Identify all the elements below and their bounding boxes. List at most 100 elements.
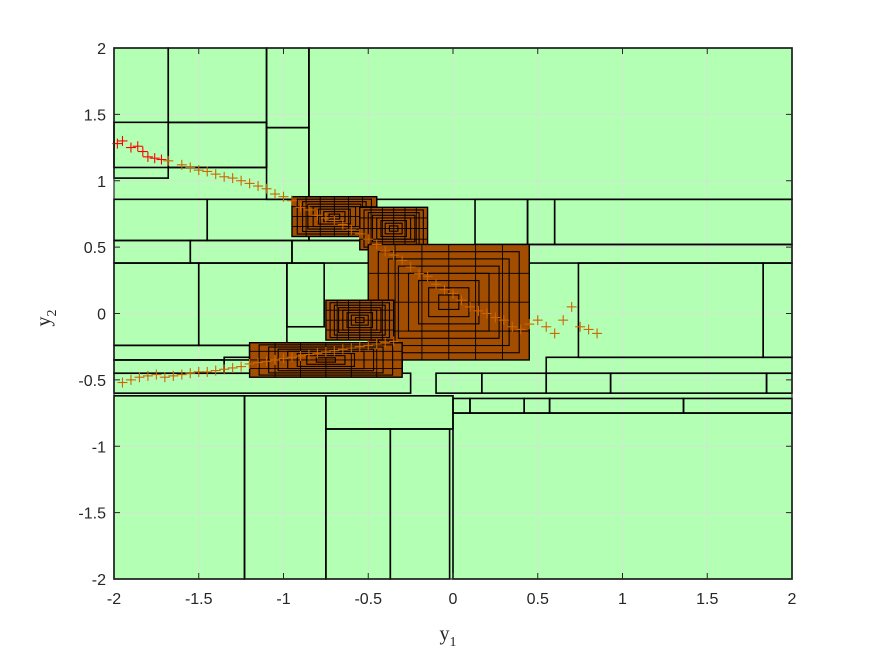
data-point-marker (371, 239, 382, 250)
data-point-marker (490, 312, 501, 323)
y-axis-ticks: -2 -1.5 -1 -0.5 0 0.5 1 1.5 2 (78, 41, 792, 589)
data-point-marker (163, 155, 174, 166)
partition-box (286, 262, 325, 328)
data-point-marker (286, 352, 297, 363)
data-point-marker (210, 169, 221, 180)
x-tick-label: 0 (449, 591, 458, 608)
data-point-marker (388, 336, 399, 347)
data-point-marker (312, 210, 323, 221)
data-point-marker (253, 181, 264, 192)
data-point-marker (541, 321, 552, 332)
data-point-marker (261, 356, 272, 367)
data-points (112, 135, 603, 388)
data-point-marker (278, 353, 289, 364)
x-tick-label: 1.5 (696, 591, 718, 608)
data-point-marker (566, 301, 577, 312)
data-point-marker (422, 271, 433, 282)
data-point-marker (346, 224, 357, 235)
data-point-marker (388, 250, 399, 261)
data-point-marker (202, 366, 213, 377)
data-point-marker (320, 346, 331, 357)
y-tick-label: 2 (97, 41, 106, 58)
x-axis-ticks: -2 -1.5 -1 -0.5 0 0.5 1 1.5 2 (107, 48, 797, 608)
y-axis-label: y2 (33, 310, 60, 327)
data-point-marker (498, 315, 509, 326)
data-point-marker (132, 141, 143, 152)
data-point-marker (337, 344, 348, 355)
data-point-marker (363, 340, 374, 351)
data-point-marker (320, 212, 331, 223)
data-point-marker (219, 364, 230, 375)
data-point-marker (156, 154, 167, 165)
data-point-marker (456, 295, 467, 306)
data-point-marker (354, 341, 365, 352)
data-point-marker (142, 370, 153, 381)
y-tick-label: 1.5 (84, 107, 106, 124)
data-point-marker (431, 279, 442, 290)
x-tick-label: 2 (788, 591, 797, 608)
data-point-marker (286, 195, 297, 206)
data-point-marker (380, 246, 391, 257)
data-point-marker (532, 315, 543, 326)
y-tick-label: 0 (97, 307, 106, 324)
x-axis-label: y1 (440, 623, 457, 650)
data-point-marker (515, 324, 526, 335)
data-point-marker (236, 361, 247, 372)
data-point-marker (159, 372, 170, 383)
data-point-marker (151, 369, 162, 380)
data-point-marker (380, 337, 391, 348)
data-point-marker (270, 354, 281, 365)
data-point-marker (363, 234, 374, 245)
data-point-marker (448, 288, 458, 299)
data-point-marker (253, 357, 264, 368)
data-point-marker (185, 368, 196, 379)
data-point-marker (176, 369, 187, 380)
data-point-marker (473, 305, 484, 316)
data-point-marker (168, 370, 179, 381)
data-point-marker (227, 362, 238, 373)
data-point-marker (137, 146, 148, 157)
data-point-marker (354, 228, 365, 239)
data-point-marker (414, 268, 425, 279)
data-point-marker (397, 255, 408, 266)
data-point-marker (117, 135, 128, 146)
data-point-marker (312, 348, 323, 359)
data-point-marker (524, 319, 535, 330)
data-point-marker (295, 350, 306, 361)
data-point-marker (193, 366, 204, 377)
data-point-marker (227, 173, 238, 184)
y-tick-label: 0.5 (84, 240, 106, 257)
x-tick-label: 0.5 (527, 591, 549, 608)
data-point-marker (236, 175, 247, 186)
data-point-marker (125, 142, 136, 153)
data-point-marker (185, 162, 196, 173)
data-point-marker (329, 215, 340, 226)
data-point-marker (329, 345, 340, 356)
y-tick-label: -1 (92, 439, 106, 456)
data-point-marker (507, 321, 518, 332)
x-tick-label: -1 (276, 591, 290, 608)
data-point-marker (134, 372, 145, 383)
data-point-marker (210, 365, 221, 376)
data-point-marker (549, 328, 560, 339)
x-tick-label: -0.5 (354, 591, 382, 608)
data-point-marker (575, 321, 586, 332)
data-point-marker (244, 358, 255, 369)
data-point-marker (117, 377, 128, 388)
data-point-marker (558, 315, 569, 326)
x-tick-label: -1.5 (185, 591, 213, 608)
data-point-marker (193, 165, 204, 176)
x-tick-label: -2 (107, 591, 121, 608)
x-tick-label: 1 (618, 591, 627, 608)
y-tick-label: -0.5 (78, 373, 106, 390)
y-tick-label: 1 (97, 174, 106, 191)
data-point-marker (439, 284, 450, 295)
data-point-marker (176, 159, 187, 170)
data-point-marker (592, 328, 603, 339)
data-point-marker (583, 324, 594, 335)
data-point-marker (295, 202, 306, 213)
dense-box-regions (248, 195, 530, 378)
data-point-marker (337, 219, 348, 230)
data-point-marker (371, 339, 382, 350)
